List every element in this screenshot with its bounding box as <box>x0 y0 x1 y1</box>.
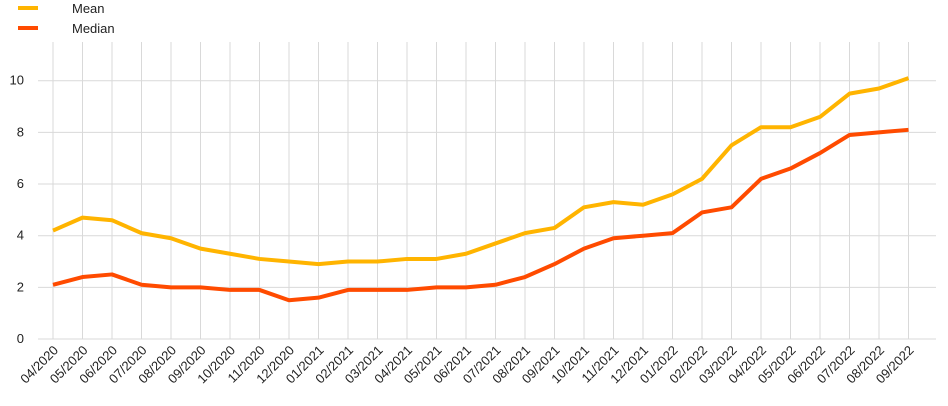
y-tick-label: 6 <box>17 176 24 191</box>
legend-label: Median <box>72 21 115 36</box>
y-tick-label: 4 <box>17 228 24 243</box>
line-series <box>52 76 910 267</box>
y-tick-label: 8 <box>17 124 24 139</box>
legend-label: Mean <box>72 1 105 16</box>
line-series <box>52 127 909 303</box>
y-tick-label: 0 <box>17 331 24 346</box>
y-tick-label: 10 <box>10 73 24 88</box>
y-tick-label: 2 <box>17 279 24 294</box>
